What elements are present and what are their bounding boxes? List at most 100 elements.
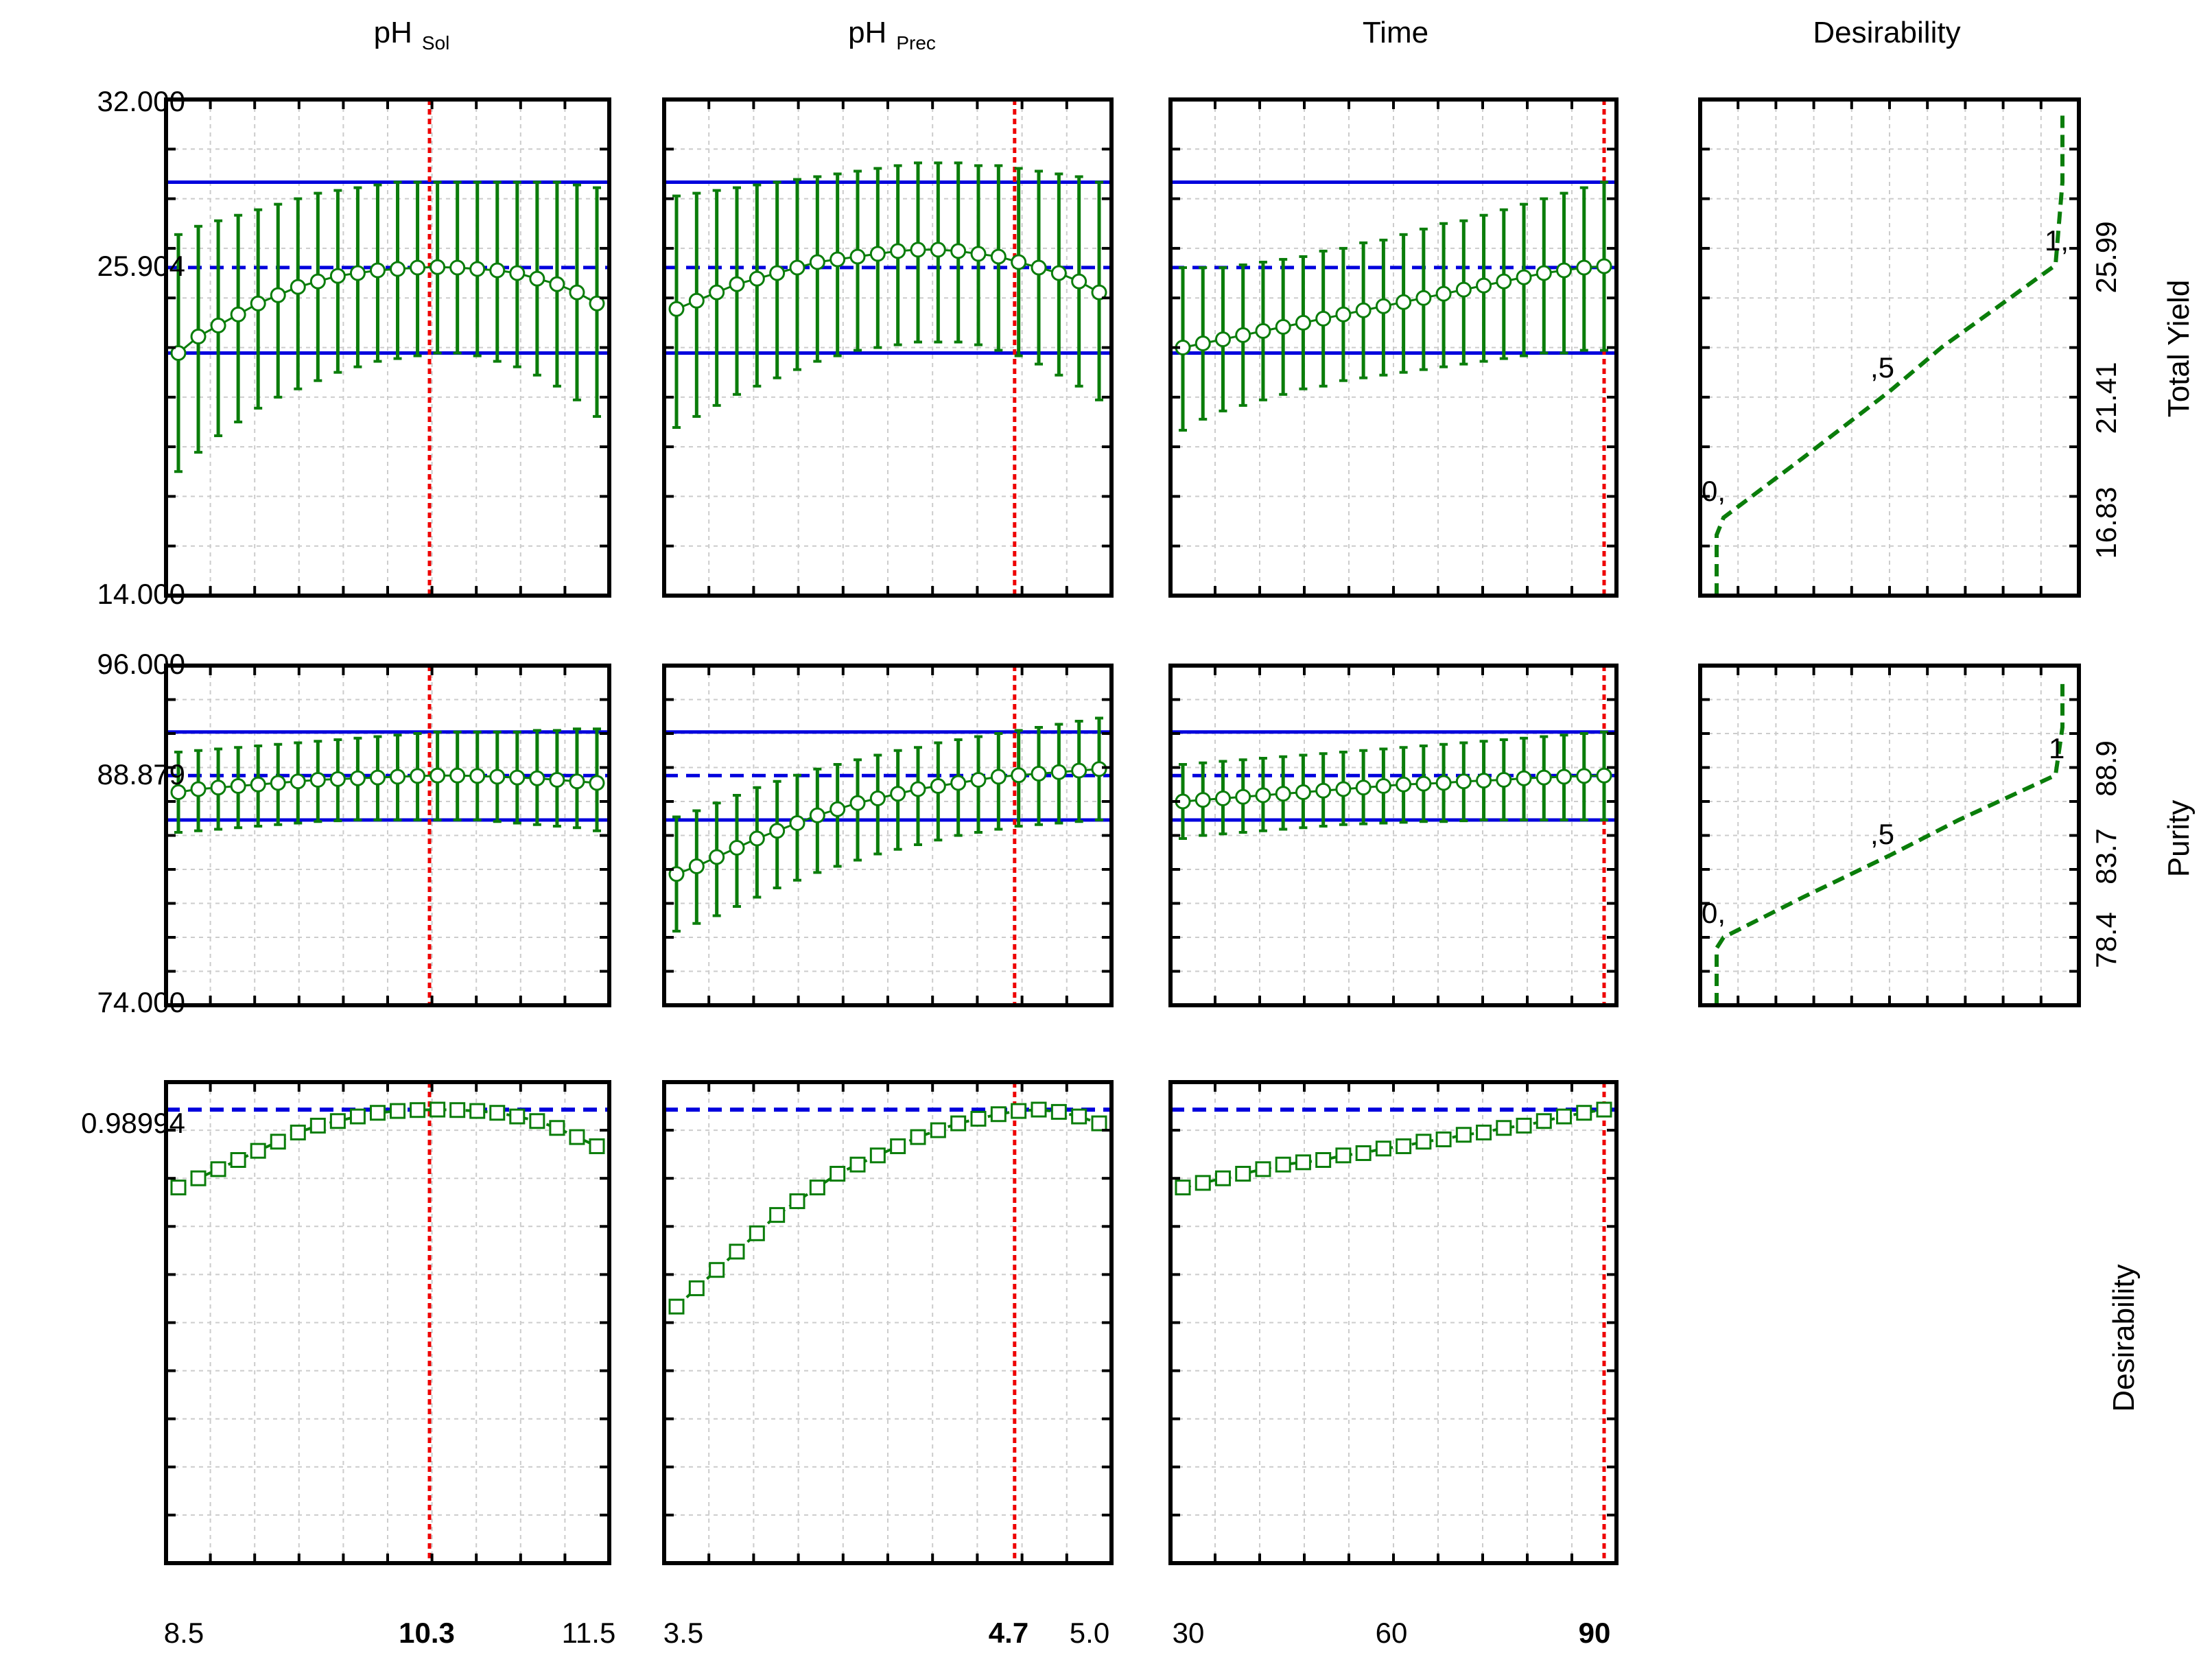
- r1-c2-mean-point: [1496, 772, 1512, 788]
- r2-c0-desirability-point: [309, 1117, 326, 1134]
- r0-c1-mean-point: [890, 243, 906, 259]
- r1-c0-mean-point: [469, 768, 486, 784]
- r1-c0-mean-point: [170, 784, 187, 800]
- yield-desir-label-3: 16.83: [2090, 487, 2122, 559]
- r2-c2-desirability-point: [1175, 1180, 1191, 1196]
- r2-c2-desirability-point: [1315, 1151, 1332, 1168]
- r0-c0-mean-point: [190, 328, 207, 344]
- r1-c0-mean-point: [290, 773, 306, 790]
- r2-c1-desirability-point: [910, 1129, 926, 1145]
- r0-c2-mean-point: [1455, 281, 1472, 298]
- r0-c2-mean-point: [1556, 262, 1573, 279]
- r1-c1-mean-point: [849, 795, 866, 811]
- r1-c1-mean-point: [910, 781, 926, 797]
- r2-c0-desirability-point: [549, 1120, 565, 1136]
- r2-c2-desirability-point: [1576, 1105, 1592, 1121]
- r2-c1-desirability-point: [668, 1298, 685, 1315]
- r0-c1-mean-line: [676, 248, 1100, 310]
- r1-c1-mean-point: [930, 778, 946, 794]
- r1-c2-mean-point: [1556, 769, 1573, 785]
- r1-c2-mean-point: [1455, 773, 1472, 790]
- r0-c1-mean-point: [869, 246, 886, 262]
- row2-ytick-min: 74.000: [97, 986, 185, 1018]
- r1-c0-mean-point: [329, 771, 346, 787]
- row-label-purity: Purity: [2162, 800, 2196, 877]
- r0-c1-mean-point: [1091, 284, 1107, 301]
- yield-desir-label-2: 21.41: [2090, 362, 2122, 434]
- r0-c1-mean-point: [1031, 259, 1047, 276]
- col-header-ph-sol: pH Sol: [374, 16, 450, 54]
- r2-c1-desirability-line: [675, 1108, 1100, 1308]
- r1-c0-mean-point: [210, 780, 226, 796]
- r0-c0-mean-point: [509, 265, 526, 281]
- r1-c0-mean-point: [190, 781, 207, 797]
- r0-c2-mean-point: [1275, 318, 1291, 335]
- col-header-desirability: Desirability: [1813, 16, 1960, 49]
- r0-desir-curve: [1715, 110, 2064, 596]
- r1-c0-mean-point: [369, 769, 386, 786]
- r1-c1-mean-point: [1050, 764, 1067, 780]
- grid-layer: [166, 99, 2079, 1563]
- r1-desir-curve: [1715, 678, 2064, 1005]
- r2-c0-desirability-point: [589, 1138, 605, 1154]
- r1-c1-mean-point: [970, 772, 987, 788]
- r0-c0-mean-point: [349, 265, 366, 281]
- r0-c2-mean-point: [1516, 269, 1532, 285]
- yield-desir-label-1: 25.99: [2090, 221, 2122, 293]
- r1-c0-mean-point: [349, 770, 366, 786]
- r0-c0-mean-point: [430, 259, 446, 275]
- r1-c1-mean-point: [1031, 766, 1047, 782]
- purity-desir-marker-1: 1: [2049, 732, 2064, 764]
- r0-c1-mean-point: [970, 246, 987, 262]
- r2-c1-desirability-point: [970, 1110, 987, 1127]
- r0-c1-mean-point: [668, 301, 685, 317]
- r0-c2-mean-point: [1295, 314, 1311, 331]
- r0-c2-mean-line: [1182, 265, 1605, 349]
- r0-c1-mean-point: [930, 242, 946, 258]
- r0-c1-mean-point: [849, 248, 866, 265]
- r1-c2-mean-point: [1315, 782, 1332, 799]
- r0-c1-mean-point: [809, 254, 825, 270]
- r2-c1-desirability-point: [688, 1280, 705, 1296]
- r1-c1-mean-point: [809, 807, 825, 823]
- r0-c1-mean-point: [830, 251, 846, 268]
- r1-c0-mean-point: [509, 769, 526, 786]
- r2-c0-desirability-point: [489, 1105, 506, 1121]
- r1-c0-mean-point: [569, 773, 585, 790]
- r1-c1-mean-point: [830, 801, 846, 817]
- row1-ytick-current: 25.904: [97, 250, 185, 282]
- r0-c1-mean-point: [688, 292, 705, 309]
- r2-c1-desirability-point: [769, 1207, 786, 1223]
- xtick-time-min: 30: [1173, 1617, 1205, 1649]
- r1-c1-mean-point: [709, 849, 725, 865]
- r0-c2-mean-point: [1195, 335, 1211, 351]
- r2-c2-desirability-point: [1195, 1175, 1211, 1191]
- r2-c0-desirability-point: [290, 1124, 306, 1140]
- row1-ytick-min: 14.000: [97, 578, 185, 610]
- r2-c1-desirability-point: [729, 1243, 745, 1260]
- r1-c1-mean-point: [869, 790, 886, 806]
- r1-c2-mean-point: [1214, 790, 1231, 806]
- r0-c0-mean-point: [210, 317, 226, 333]
- r1-c2-mean-point: [1235, 788, 1251, 805]
- r2-c2-desirability-point: [1214, 1170, 1231, 1186]
- purity-desir-label-1: 88.9: [2090, 740, 2122, 797]
- r1-c0-mean-point: [270, 775, 286, 791]
- r1-c0-mean-point: [230, 778, 246, 794]
- r0-c1-mean-point: [1050, 265, 1067, 281]
- r0-c2-mean-point: [1415, 290, 1432, 306]
- r0-c2-mean-point: [1396, 294, 1412, 310]
- r2-c2-desirability-point: [1476, 1124, 1492, 1140]
- r2-c0-desirability-point: [430, 1101, 446, 1118]
- r1-c0-mean-point: [489, 769, 506, 785]
- r2-c1-desirability-point: [890, 1138, 906, 1154]
- r2-c1-desirability-point: [749, 1225, 765, 1241]
- r2-c0-desirability-point: [469, 1103, 486, 1119]
- r1-c1-mean-point: [769, 823, 786, 839]
- r1-c0-mean-point: [250, 776, 266, 793]
- r1-c2-mean-point: [1396, 776, 1412, 793]
- r0-c2-mean-point: [1214, 331, 1231, 347]
- r2-c0-desirability-point: [569, 1129, 585, 1145]
- r0-c2-mean-point: [1355, 302, 1372, 318]
- r2-c1-desirability-point: [789, 1193, 805, 1210]
